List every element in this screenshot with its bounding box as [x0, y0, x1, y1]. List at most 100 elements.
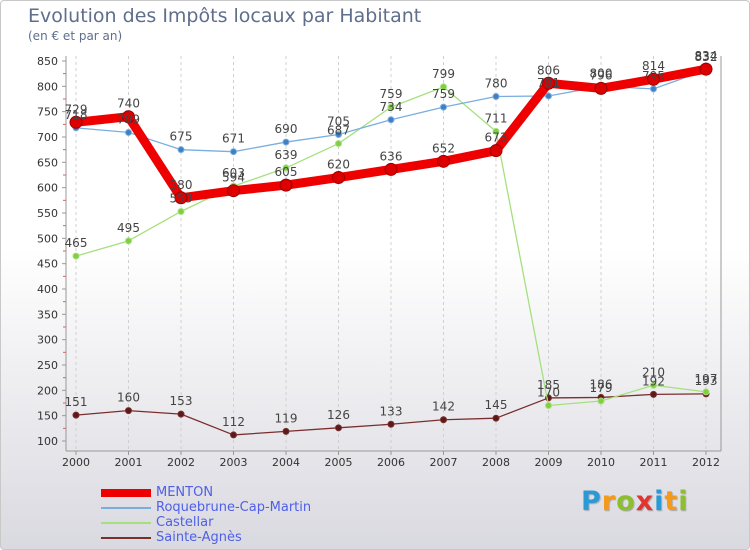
data-label-sainte-agnes: 142 [432, 400, 455, 414]
x-tick-label: 2008 [482, 456, 510, 469]
data-label-castellar: 759 [380, 87, 403, 101]
data-label-sainte-agnes: 193 [695, 374, 718, 388]
data-label-roquebrune-cap-martin: 780 [485, 76, 508, 90]
y-tick-label: 100 [37, 435, 58, 448]
chart-title: Evolution des Impôts locaux par Habitant [28, 5, 422, 27]
data-point-castellar [72, 252, 80, 260]
legend-swatch-menton [101, 489, 151, 497]
data-label-sainte-agnes: 185 [537, 378, 560, 392]
y-tick-label: 300 [37, 334, 58, 347]
data-label-sainte-agnes: 145 [485, 398, 508, 412]
data-label-sainte-agnes: 160 [117, 391, 140, 405]
logo-letter: o [616, 486, 636, 517]
data-point-sainte-agnes [282, 427, 290, 435]
data-point-menton [384, 162, 398, 176]
data-point-roquebrune-cap-martin [125, 128, 132, 136]
data-label-roquebrune-cap-martin: 718 [65, 108, 88, 122]
data-label-sainte-agnes: 126 [327, 408, 350, 422]
data-point-roquebrune-cap-martin [335, 130, 342, 138]
data-point-castellar [282, 164, 290, 172]
data-label-roquebrune-cap-martin: 734 [380, 100, 403, 114]
data-label-roquebrune-cap-martin: 781 [537, 76, 560, 90]
data-point-roquebrune-cap-martin [282, 138, 290, 146]
data-label-menton: 729 [65, 102, 88, 116]
data-point-menton [647, 72, 660, 86]
data-point-roquebrune-cap-martin [492, 92, 500, 100]
data-label-menton: 814 [642, 59, 665, 73]
y-tick-label: 250 [37, 359, 58, 372]
data-label-menton: 620 [327, 158, 350, 172]
data-label-roquebrune-cap-martin: 690 [275, 122, 298, 136]
y-tick-label: 200 [37, 384, 58, 397]
y-tick-label: 450 [37, 258, 58, 271]
data-point-menton [699, 62, 713, 76]
legend-label-castellar: Castellar [156, 515, 214, 530]
data-point-castellar [492, 127, 500, 135]
data-point-roquebrune-cap-martin [650, 85, 657, 93]
data-label-roquebrune-cap-martin: 705 [327, 114, 350, 128]
data-point-sainte-agnes [440, 416, 447, 424]
data-label-menton: 580 [170, 178, 193, 192]
data-point-castellar [387, 103, 395, 111]
data-point-sainte-agnes [387, 420, 395, 428]
y-tick-label: 400 [37, 283, 58, 296]
y-tick-label: 150 [37, 410, 58, 423]
data-point-menton [279, 178, 293, 192]
x-tick-label: 2003 [220, 456, 248, 469]
legend-label-menton: MENTON [156, 485, 214, 500]
data-point-castellar [440, 83, 447, 91]
data-label-castellar: 639 [275, 148, 298, 162]
data-point-sainte-agnes [72, 411, 80, 419]
legend-item-menton: MENTON [101, 485, 401, 500]
y-tick-label: 850 [37, 55, 58, 68]
x-tick-label: 2007 [430, 456, 458, 469]
data-label-roquebrune-cap-martin: 671 [222, 132, 245, 146]
data-label-menton: 636 [380, 149, 403, 163]
y-tick-label: 750 [37, 106, 58, 119]
data-label-castellar: 170 [537, 386, 560, 400]
legend-swatch-sainte-agnes [101, 537, 151, 539]
data-label-sainte-agnes: 192 [642, 374, 665, 388]
x-tick-label: 2012 [692, 456, 720, 469]
data-label-menton: 673 [485, 131, 508, 145]
x-tick-label: 2005 [325, 456, 353, 469]
data-label-castellar: 603 [222, 166, 245, 180]
data-label-sainte-agnes: 133 [380, 404, 403, 418]
data-label-roquebrune-cap-martin: 675 [170, 130, 193, 144]
data-label-sainte-agnes: 119 [275, 411, 298, 425]
legend-swatch-castellar [101, 522, 151, 524]
data-label-castellar: 179 [590, 381, 613, 395]
data-point-castellar [177, 207, 185, 215]
data-label-menton: 834 [695, 49, 718, 63]
data-point-menton [542, 76, 555, 90]
data-label-castellar: 197 [695, 372, 718, 386]
data-label-sainte-agnes: 186 [590, 377, 613, 391]
data-point-menton [69, 115, 83, 129]
y-tick-label: 600 [37, 182, 58, 195]
logo-letter: i [654, 486, 665, 517]
x-tick-label: 2006 [377, 456, 405, 469]
legend-item-roquebrune-cap-martin: Roquebrune-Cap-Martin [101, 500, 401, 515]
logo-letter: P [581, 486, 602, 517]
data-label-menton: 652 [432, 141, 455, 155]
legend-label-sainte-agnes: Sainte-Agnès [156, 530, 242, 545]
data-label-roquebrune-cap-martin: 832 [695, 50, 718, 64]
data-label-roquebrune-cap-martin: 800 [590, 66, 613, 80]
data-point-menton [122, 110, 135, 124]
data-label-sainte-agnes: 151 [65, 395, 88, 409]
data-point-sainte-agnes [125, 407, 132, 415]
chart-subtitle: (en € et par an) [28, 29, 123, 43]
data-label-roquebrune-cap-martin: 709 [117, 112, 140, 126]
data-label-sainte-agnes: 112 [222, 415, 245, 429]
x-tick-label: 2001 [115, 456, 143, 469]
x-tick-label: 2011 [640, 456, 668, 469]
y-tick-label: 550 [37, 207, 58, 220]
data-point-roquebrune-cap-martin [230, 148, 237, 156]
data-label-castellar: 210 [642, 365, 665, 379]
legend-label-roquebrune-cap-martin: Roquebrune-Cap-Martin [156, 500, 312, 515]
data-point-roquebrune-cap-martin [387, 116, 395, 124]
data-label-roquebrune-cap-martin: 759 [432, 87, 455, 101]
x-tick-label: 2002 [167, 456, 195, 469]
